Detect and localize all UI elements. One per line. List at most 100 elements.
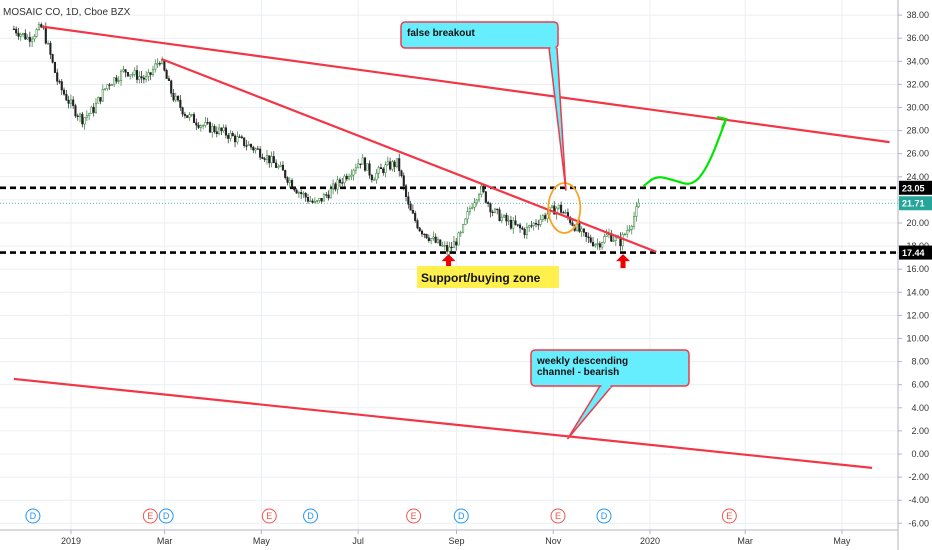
candle-body — [418, 227, 421, 232]
candle-body — [318, 197, 321, 201]
y-tick-label: 34.00 — [906, 56, 929, 66]
candle-body — [252, 146, 255, 151]
candle-body — [466, 211, 469, 220]
candle-body — [90, 106, 93, 114]
dividend-event-marker — [158, 508, 174, 524]
candle-body — [254, 148, 257, 151]
candle-body — [325, 194, 328, 196]
candle-body — [12, 28, 15, 31]
x-tick-label: Mar — [737, 536, 753, 546]
chart-title: MOSAIC CO, 1D, Cboe BZX — [3, 7, 131, 18]
candle-body — [585, 232, 588, 238]
candle-body — [218, 127, 221, 134]
candle-body — [633, 216, 636, 227]
candle-body — [206, 122, 209, 124]
candle-body — [400, 170, 403, 176]
candle-body — [147, 72, 150, 77]
candle-body — [115, 77, 118, 82]
candle-body — [49, 42, 52, 55]
candle-body — [74, 105, 77, 117]
candle-body — [186, 115, 189, 118]
candle-body — [341, 182, 344, 184]
candle-body — [596, 243, 599, 245]
candle-body — [277, 166, 280, 168]
candle-body — [63, 89, 66, 95]
price-badge-label: 21.71 — [902, 199, 925, 209]
channel-callout-joint — [601, 384, 611, 388]
candle-body — [560, 204, 563, 213]
false-breakout-callout: false breakout — [400, 21, 567, 191]
y-tick-label: 2.00 — [911, 426, 929, 436]
projection-path — [642, 118, 728, 187]
channel-callout-text: weekly descending — [536, 356, 628, 367]
candle-body — [81, 113, 84, 125]
dividend-event-marker — [25, 508, 41, 524]
candle-body — [88, 113, 91, 116]
candle-body — [382, 168, 385, 173]
price-badge-label: 23.05 — [902, 183, 925, 193]
candle-body — [26, 36, 29, 40]
y-tick-label: 38.00 — [906, 10, 929, 20]
earnings-event-label: E — [555, 511, 561, 521]
y-tick-label: 6.00 — [911, 380, 929, 390]
candle-body — [268, 155, 271, 164]
candle-body — [363, 157, 367, 171]
candle-body — [443, 245, 446, 247]
candle-body — [199, 125, 202, 128]
candle-body — [297, 192, 300, 194]
candle-body — [67, 99, 70, 104]
candle-body — [482, 185, 485, 192]
candle-body — [124, 69, 127, 73]
candle-body — [439, 239, 442, 246]
dividend-event-label: D — [307, 511, 314, 521]
candle-body — [172, 93, 175, 101]
candle-body — [15, 28, 18, 34]
candle-body — [44, 27, 47, 44]
candle-body — [195, 122, 198, 126]
candle-body — [126, 72, 129, 77]
false-breakout-callout-pointer — [548, 47, 567, 191]
price-badge — [899, 245, 932, 260]
earnings-event-marker — [721, 508, 737, 524]
candle-body — [544, 215, 547, 219]
candle-body — [475, 199, 478, 203]
y-tick-label: 10.00 — [906, 334, 929, 344]
candle-body — [165, 70, 168, 79]
candle-body — [564, 212, 567, 214]
candle-body — [300, 192, 303, 194]
y-tick-label: 28.00 — [906, 126, 929, 136]
candle-body — [434, 236, 437, 243]
support-label-text: Support/buying zone — [421, 271, 541, 285]
candle-body — [455, 241, 458, 246]
candle-body — [327, 194, 330, 199]
candle-body — [532, 222, 535, 226]
earnings-event-label: E — [147, 511, 153, 521]
candle-body — [35, 29, 38, 37]
candle-body — [227, 134, 230, 139]
candle-body — [471, 207, 474, 209]
candle-body — [441, 245, 444, 247]
candle-body — [104, 88, 107, 90]
candle-body — [539, 219, 542, 225]
candle-body — [183, 113, 186, 116]
candle-body — [530, 225, 533, 227]
candle-body — [97, 97, 100, 104]
candle-body — [316, 200, 319, 202]
channel-callout-pointer — [566, 385, 613, 440]
candle-body — [311, 200, 314, 203]
candle-body — [99, 97, 102, 102]
candle-body — [229, 133, 232, 139]
y-tick-label: 26.00 — [906, 149, 929, 159]
candle-body — [462, 224, 465, 233]
candle-body — [222, 127, 225, 132]
candle-body — [190, 114, 193, 116]
candle-body — [452, 241, 455, 249]
candle-body — [603, 236, 606, 243]
candle-body — [24, 32, 27, 40]
projection-arrow-head — [716, 115, 728, 129]
candle-body — [101, 89, 104, 102]
candle-body — [181, 107, 184, 115]
candle-body — [623, 233, 626, 236]
